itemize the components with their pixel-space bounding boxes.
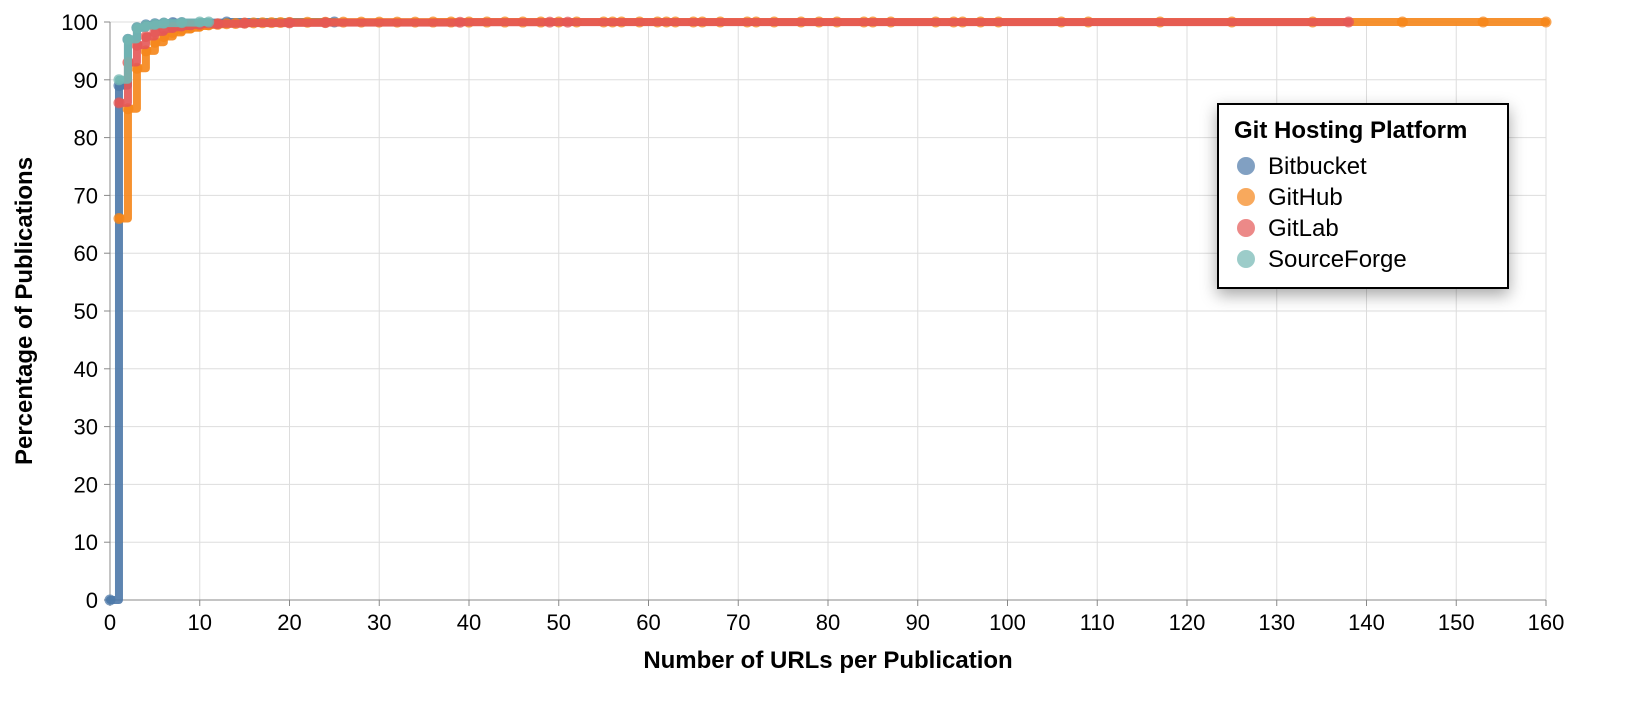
y-axis-title: Percentage of Publications [11,157,38,465]
x-tick-label: 50 [547,610,571,635]
x-tick-label: 110 [1080,610,1115,635]
data-point [1343,16,1355,28]
data-point [544,16,556,28]
legend-swatch [1237,250,1255,268]
legend-label: GitLab [1268,215,1339,242]
data-point [203,16,215,28]
x-tick-label: 10 [188,610,212,635]
axes: 0 10 20 30 40 50 60 70 80 90 100 110 120 130 140 150 160… [61,10,1564,635]
legend-swatch [1237,188,1255,206]
data-point [284,17,295,29]
series-sourceforge [113,16,215,86]
y-tick-label: 80 [74,126,98,151]
legend-label: Bitbucket [1268,153,1367,180]
legend-label: GitHub [1268,184,1343,211]
x-axis-title: Number of URLs per Publication [643,647,1012,674]
data-point [1396,16,1408,28]
series-line [114,18,1353,107]
y-tick-label: 70 [74,183,98,208]
data-point [319,17,331,29]
legend: Git Hosting Platform Bitbucket GitHub GitL… [1217,103,1509,289]
data-point [140,19,152,31]
legend-label: SourceForge [1268,246,1407,273]
series-layer [104,16,1552,606]
legend-items: Bitbucket GitHub GitLab SourceForge [1237,153,1407,273]
legend-title: Git Hosting Platform [1234,117,1467,144]
data-point [140,30,152,42]
x-tick-label: 100 [989,610,1026,635]
x-tick-label: 120 [1169,610,1206,635]
data-point [158,17,170,29]
y-tick-label: 90 [74,68,98,93]
series-gitlab [113,16,1355,109]
data-point [113,74,125,86]
x-tick-label: 80 [816,610,840,635]
data-point [176,17,188,29]
x-tick-label: 30 [367,610,391,635]
data-point [212,18,224,30]
y-tick-label: 50 [74,299,98,324]
x-tick-label: 90 [906,610,930,635]
x-tick-label: 40 [457,610,481,635]
data-point [562,16,574,28]
y-tick-label: 60 [74,241,98,266]
x-tick-label: 160 [1528,610,1565,635]
data-point [454,16,466,28]
x-tick-label: 140 [1348,610,1385,635]
data-point [1477,16,1489,28]
y-tick-label: 0 [86,588,98,613]
legend-swatch [1237,157,1255,175]
y-tick-label: 30 [74,415,98,440]
y-tick-label: 20 [74,472,98,497]
y-tick-label: 10 [74,530,98,555]
legend-swatch [1237,219,1255,237]
x-tick-label: 70 [726,610,750,635]
x-tick-label: 0 [104,610,116,635]
y-tick-label: 40 [74,357,98,382]
data-point [113,213,125,225]
data-point [1540,16,1552,28]
x-tick-label: 20 [277,610,301,635]
x-tick-label: 150 [1438,610,1475,635]
data-point [113,97,125,109]
data-point [131,22,143,34]
data-point [194,16,206,28]
legend-box [1217,103,1509,289]
data-point [149,18,161,30]
data-point [122,33,134,45]
y-tick-label: 100 [61,10,98,35]
data-point [239,17,251,29]
x-tick-label: 60 [636,610,660,635]
x-tick-label: 130 [1258,610,1295,635]
data-point [104,594,116,606]
